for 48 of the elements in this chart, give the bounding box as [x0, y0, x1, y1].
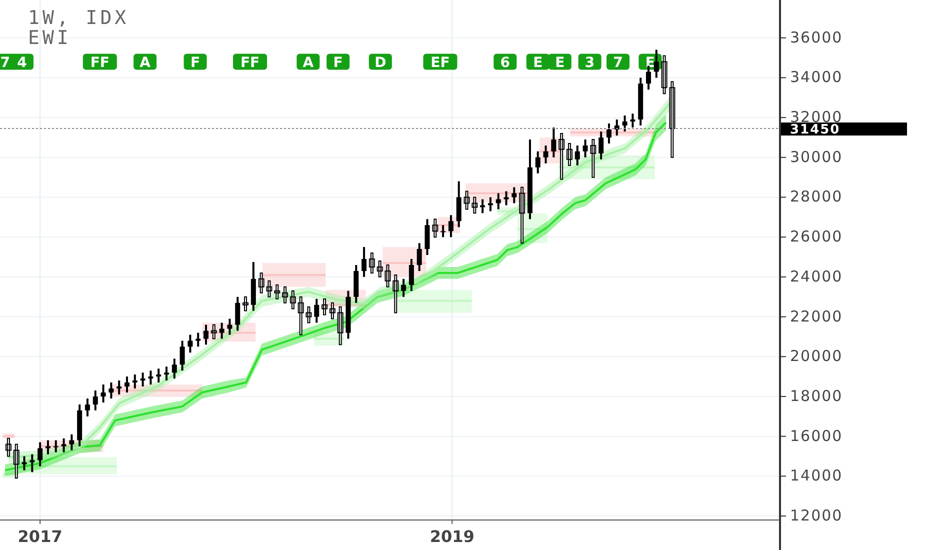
candlestick	[132, 374, 138, 389]
candlestick	[45, 440, 50, 454]
y-tick-label: 22000	[790, 307, 843, 326]
y-tick-label: 24000	[790, 267, 843, 286]
candlestick	[148, 370, 154, 385]
candlestick	[156, 368, 162, 383]
annotation: 3	[584, 54, 595, 71]
x-tick-label: 2017	[18, 527, 62, 546]
annotation: FF	[90, 54, 110, 71]
annotation: D	[374, 54, 386, 71]
candlestick	[140, 372, 146, 387]
candlestick	[196, 332, 201, 347]
y-tick-label: 36000	[790, 28, 843, 46]
annotation: F	[333, 54, 343, 71]
candlestick	[488, 197, 493, 212]
y-tick-label: 14000	[790, 466, 843, 485]
annotation: 7	[613, 54, 623, 71]
annotation: 6	[500, 54, 510, 71]
annotation: FF	[240, 54, 260, 71]
candlestick	[61, 438, 66, 452]
annotation: F	[190, 54, 200, 71]
candlestick	[116, 380, 122, 394]
annotation: E	[555, 54, 565, 71]
candlestick	[164, 366, 169, 381]
annotation: EF	[430, 54, 450, 71]
annotation: 7	[0, 54, 10, 71]
candlestick	[53, 440, 58, 452]
annotation: E	[645, 54, 655, 71]
y-tick-label: 18000	[790, 386, 843, 405]
chart-title: 1W, IDX	[28, 7, 130, 29]
y-tick-label: 12000	[790, 506, 843, 525]
y-tick-label: 26000	[790, 228, 843, 246]
y-tick-label: 20000	[790, 347, 843, 366]
y-tick-label: 34000	[790, 68, 843, 86]
candlestick	[630, 114, 636, 128]
y-tick-label: 16000	[790, 426, 843, 445]
y-tick-label: 30000	[790, 148, 843, 166]
y-tick-label: 28000	[790, 188, 843, 206]
candlestick	[440, 225, 446, 238]
annotation: E	[533, 54, 543, 71]
x-tick-label: 2019	[430, 527, 474, 546]
annotation: 4	[17, 54, 28, 71]
text: EWI	[28, 27, 72, 49]
annotation: A	[140, 54, 151, 71]
candlestick	[22, 456, 27, 470]
candlestick	[480, 199, 486, 214]
candlestick	[30, 454, 35, 472]
annotation: A	[302, 54, 314, 71]
